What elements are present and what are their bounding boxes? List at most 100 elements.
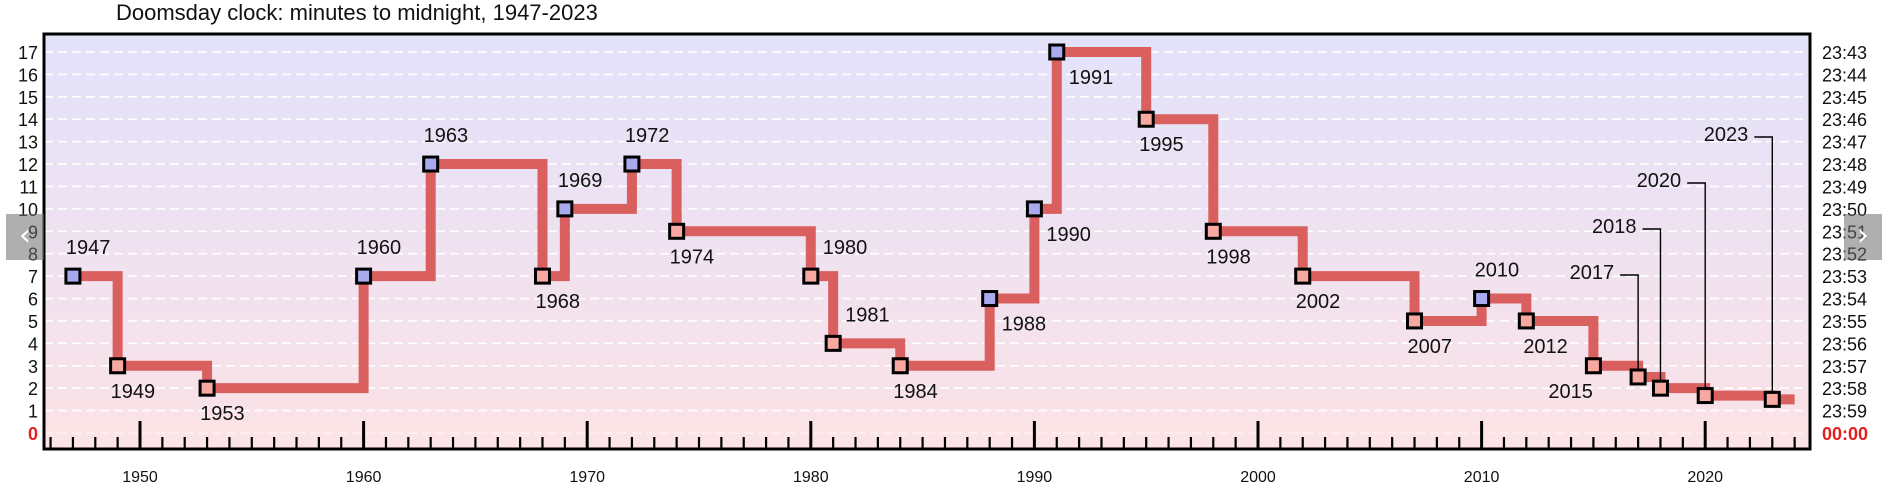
y-tick-label-right: 23:58	[1822, 379, 1867, 399]
y-tick-label-left: 4	[28, 334, 38, 354]
y-tick-label-right: 23:57	[1822, 357, 1867, 377]
data-label: 1990	[1046, 224, 1091, 246]
x-tick-label: 1970	[569, 469, 605, 486]
data-marker	[556, 200, 574, 218]
previous-image-button[interactable]: ‹	[6, 214, 44, 260]
data-labels: 1947 1949 1953 1960 1963 1968 1969 1972 1974 1980…	[66, 67, 1773, 425]
x-tick-label: 2010	[1464, 469, 1500, 486]
y-tick-label-right: 23:45	[1822, 88, 1867, 108]
data-label: 2018	[1592, 216, 1637, 238]
leader-line	[1620, 274, 1639, 369]
data-marker	[198, 379, 216, 397]
data-marker	[1137, 110, 1155, 128]
data-marker	[981, 290, 999, 308]
y-tick-label-left: 11	[19, 177, 38, 197]
data-label: 1984	[893, 381, 938, 403]
y-tick-label-left: 13	[18, 133, 38, 153]
data-label: 1953	[200, 403, 245, 425]
data-marker	[1294, 267, 1312, 285]
next-image-button[interactable]: ›	[1844, 214, 1882, 260]
leader-line	[1642, 228, 1662, 381]
data-marker	[1696, 387, 1714, 405]
data-label: 2010	[1475, 260, 1520, 282]
data-label: 2012	[1523, 336, 1568, 358]
y-tick-label-right: 23:43	[1822, 43, 1867, 63]
x-tick-label: 2020	[1687, 469, 1723, 486]
data-marker	[109, 357, 127, 375]
y-tick-label-left: 14	[18, 110, 38, 130]
data-marker	[802, 267, 820, 285]
series-line	[72, 47, 1795, 405]
x-tick-label: 1980	[793, 469, 829, 486]
y-tick-label-left: 17	[18, 43, 38, 63]
data-label: 1980	[823, 237, 868, 259]
data-marker	[422, 155, 440, 173]
data-label: 1988	[1002, 314, 1046, 336]
y-tick-label-right: 23:47	[1822, 133, 1867, 153]
y-tick-label-right: 23:49	[1822, 177, 1867, 197]
data-marker	[533, 267, 551, 285]
data-label: 1981	[845, 304, 890, 326]
data-label: 2002	[1296, 291, 1341, 313]
data-marker	[1763, 390, 1781, 408]
data-marker	[1204, 222, 1222, 240]
data-label: 2023	[1704, 124, 1749, 146]
data-label: 1968	[535, 291, 580, 313]
y-tick-label-left: 0	[28, 424, 38, 444]
leader-line	[1754, 136, 1773, 392]
y-tick-label-right: 23:54	[1822, 290, 1867, 310]
y-tick-label-right: 23:44	[1822, 65, 1867, 85]
x-tick-label: 2000	[1240, 469, 1276, 486]
data-marker	[1473, 290, 1491, 308]
chevron-right-icon: ›	[1857, 218, 1869, 253]
data-marker	[355, 267, 373, 285]
data-marker	[891, 357, 909, 375]
y-tick-label-right: 00:00	[1822, 424, 1868, 444]
x-tick-label: 1960	[346, 469, 382, 486]
midnight-band	[44, 421, 1810, 449]
y-tick-label-left: 3	[28, 357, 38, 377]
x-tick-label: 1950	[122, 469, 158, 486]
data-label: 2007	[1408, 336, 1453, 358]
data-marker	[1406, 312, 1424, 330]
data-marker	[824, 334, 842, 352]
data-marker	[1629, 368, 1647, 386]
data-label: 1949	[111, 381, 156, 403]
data-marker	[64, 267, 82, 285]
y-tick-label-left: 1	[28, 402, 38, 422]
y-tick-label-right: 23:46	[1822, 110, 1867, 130]
data-marker	[1651, 379, 1669, 397]
series-step-line	[72, 47, 1795, 405]
y-tick-label-right: 23:59	[1822, 402, 1867, 422]
chevron-left-icon: ‹	[19, 218, 31, 253]
data-marker	[1584, 357, 1602, 375]
data-label: 1960	[357, 237, 402, 259]
y-tick-label-left: 12	[18, 155, 38, 175]
data-label: 1963	[424, 125, 469, 147]
y-tick-label-left: 15	[18, 88, 38, 108]
y-tick-label-right: 23:55	[1822, 312, 1867, 332]
data-label: 1991	[1069, 67, 1114, 89]
leader-line	[1687, 182, 1706, 388]
data-label: 1969	[558, 170, 603, 192]
plot-frame	[42, 32, 1812, 451]
y-tick-label-left: 5	[28, 312, 38, 332]
y-tick-label-right: 23:56	[1822, 334, 1867, 354]
y-tick-label-left: 6	[28, 290, 38, 310]
data-label: 1972	[625, 125, 670, 147]
y-tick-label-left: 7	[28, 267, 38, 287]
data-label: 2020	[1637, 170, 1682, 192]
data-marker	[668, 222, 686, 240]
data-marker	[1048, 43, 1066, 61]
data-marker	[623, 155, 641, 173]
chart-title: Doomsday clock: minutes to midnight, 194…	[116, 0, 598, 25]
data-label: 1998	[1206, 246, 1251, 268]
data-label: 1995	[1139, 134, 1184, 156]
y-tick-label-right: 23:53	[1822, 267, 1867, 287]
plot-background	[44, 34, 1810, 449]
data-marker	[1025, 200, 1043, 218]
data-label: 2015	[1548, 381, 1593, 403]
data-marker	[1517, 312, 1535, 330]
x-tick-label: 1990	[1017, 469, 1053, 486]
